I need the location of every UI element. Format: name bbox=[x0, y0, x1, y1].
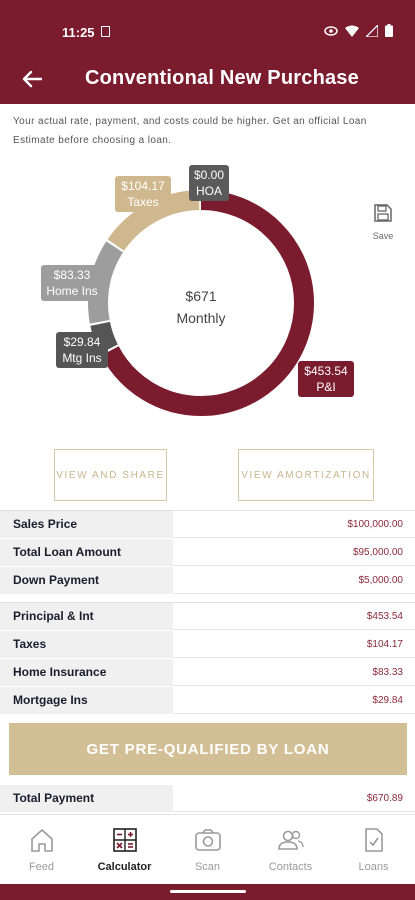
taxes-tag-amount: $104.17 bbox=[121, 179, 165, 193]
pi-tag: $453.54 P&I bbox=[298, 361, 354, 397]
nav-label: Loans bbox=[358, 861, 389, 873]
bottom-nav: Feed Calculator Scan Contacts Loans bbox=[0, 814, 415, 884]
page-title: Conventional New Purchase bbox=[85, 67, 359, 89]
table-row: Mortgage Ins $29.84 bbox=[0, 687, 415, 714]
monthly-label: Monthly bbox=[176, 310, 226, 326]
table-row: Home Insurance $83.33 bbox=[0, 659, 415, 686]
divider bbox=[0, 510, 415, 511]
home-ins-tag-amount: $83.33 bbox=[53, 268, 91, 282]
hoa-tag-amount: $0.00 bbox=[193, 168, 225, 182]
nav-label: Feed bbox=[28, 861, 55, 873]
row-value: $95,000.00 bbox=[352, 547, 403, 558]
disclaimer-text: Your actual rate, payment, and costs cou… bbox=[13, 116, 367, 146]
document-icon bbox=[364, 828, 383, 852]
total-payment-row: Total Payment $670.89 bbox=[0, 785, 415, 812]
mtg-ins-tag-amount: $29.84 bbox=[63, 335, 101, 349]
pi-tag-label: P&I bbox=[316, 380, 336, 394]
row-value: $100,000.00 bbox=[347, 519, 403, 530]
status-bar: 11:25 bbox=[0, 0, 415, 58]
nav-item-feed[interactable]: Feed bbox=[0, 827, 83, 873]
donut-segment-home-ins bbox=[88, 190, 314, 416]
eye-icon bbox=[324, 25, 338, 36]
status-time: 11:25 bbox=[62, 25, 95, 40]
row-label: Taxes bbox=[0, 631, 173, 658]
view-and-share-button[interactable]: VIEW AND SHARE bbox=[54, 449, 167, 501]
row-label: Down Payment bbox=[0, 567, 173, 594]
sim-card-icon bbox=[101, 26, 110, 37]
hoa-tag-label: HOA bbox=[195, 184, 222, 198]
floppy-disk-icon bbox=[374, 204, 392, 222]
mtg-ins-tag: $29.84 Mtg Ins bbox=[56, 332, 108, 368]
app-bar: Conventional New Purchase bbox=[0, 58, 415, 104]
taxes-tag: $104.17 Taxes bbox=[115, 176, 171, 212]
row-label: Mortgage Ins bbox=[0, 687, 173, 714]
contacts-icon bbox=[277, 830, 304, 850]
row-value: $104.17 bbox=[366, 639, 403, 650]
home-indicator bbox=[170, 890, 246, 893]
monthly-amount: $671 bbox=[185, 288, 217, 304]
wifi-icon bbox=[345, 25, 359, 37]
mtg-ins-tag-label: Mtg Ins bbox=[62, 351, 102, 365]
row-value: $670.89 bbox=[366, 793, 403, 804]
table-row: Sales Price $100,000.00 bbox=[0, 511, 415, 538]
status-icons bbox=[324, 24, 393, 37]
table-row: Taxes $104.17 bbox=[0, 631, 415, 658]
row-label: Total Payment bbox=[0, 785, 173, 812]
signal-icon bbox=[366, 24, 378, 37]
home-icon bbox=[30, 829, 53, 852]
save-button[interactable]: Save bbox=[366, 204, 400, 241]
gesture-bar bbox=[0, 884, 415, 900]
row-value: $83.33 bbox=[372, 667, 403, 678]
row-label: Sales Price bbox=[0, 511, 173, 538]
battery-icon bbox=[385, 24, 393, 37]
nav-label: Contacts bbox=[268, 861, 313, 873]
table-row: Total Loan Amount $95,000.00 bbox=[0, 539, 415, 566]
row-value: $5,000.00 bbox=[358, 575, 404, 586]
nav-item-loans[interactable]: Loans bbox=[332, 827, 415, 873]
row-label: Home Insurance bbox=[0, 659, 173, 686]
nav-item-scan[interactable]: Scan bbox=[166, 827, 249, 873]
arrow-back-icon bbox=[22, 70, 42, 88]
get-pre-qualified-button[interactable]: GET PRE-QUALIFIED BY LOAN bbox=[9, 723, 407, 775]
calculator-icon bbox=[112, 828, 137, 852]
row-label: Principal & Int bbox=[0, 603, 173, 630]
nav-item-calculator[interactable]: Calculator bbox=[83, 827, 166, 873]
divider bbox=[0, 602, 415, 603]
nav-item-contacts[interactable]: Contacts bbox=[249, 827, 332, 873]
camera-icon bbox=[194, 829, 221, 851]
hoa-tag: $0.00 HOA bbox=[189, 165, 229, 201]
row-label: Total Loan Amount bbox=[0, 539, 173, 566]
row-value: $29.84 bbox=[372, 695, 403, 706]
save-label: Save bbox=[372, 231, 394, 241]
back-button[interactable] bbox=[18, 64, 46, 94]
table-row: Down Payment $5,000.00 bbox=[0, 567, 415, 594]
home-ins-tag-label: Home Ins bbox=[46, 284, 98, 298]
row-value: $453.54 bbox=[366, 611, 403, 622]
nav-label: Scan bbox=[194, 861, 221, 873]
table-row: Principal & Int $453.54 bbox=[0, 603, 415, 630]
nav-label: Calculator bbox=[97, 861, 152, 873]
taxes-tag-label: Taxes bbox=[127, 195, 159, 209]
view-amortization-button[interactable]: VIEW AMORTIZATION bbox=[238, 449, 374, 501]
pi-tag-amount: $453.54 bbox=[304, 364, 348, 378]
home-ins-tag: $83.33 Home Ins bbox=[41, 265, 103, 301]
